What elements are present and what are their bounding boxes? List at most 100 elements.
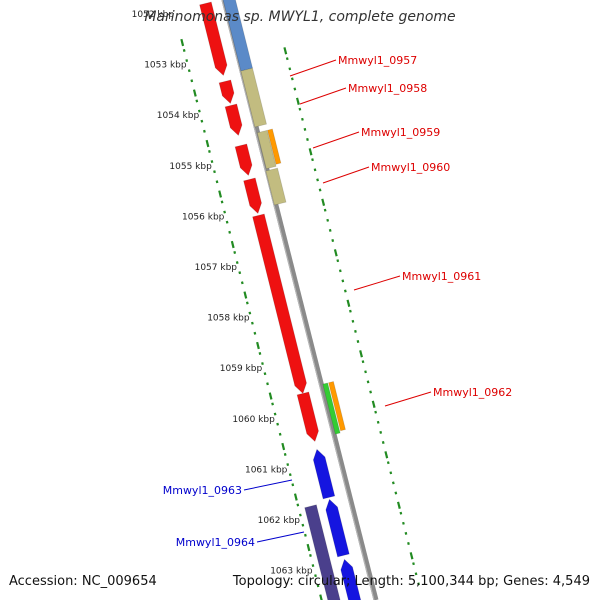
tick-mark (248, 311, 252, 315)
tick-mark (326, 218, 330, 222)
gene-label-leader (299, 87, 347, 105)
tick-mark (296, 503, 300, 507)
tick-mark (288, 473, 292, 477)
tick-mark (230, 240, 235, 249)
gene-label-leader (289, 59, 337, 77)
tick-mark (381, 441, 385, 444)
tick-mark (346, 299, 351, 307)
kbp-label: 1058 kbp (207, 314, 250, 324)
tick-mark (356, 340, 360, 343)
cds-arrow (224, 103, 243, 137)
tick-mark (306, 138, 309, 141)
tick-mark (283, 452, 287, 456)
tick-mark (384, 451, 389, 459)
tick-mark (316, 584, 320, 588)
tick-mark (243, 291, 248, 299)
gene-block (240, 67, 268, 128)
gene-label: Mmwyl1_0961 (402, 270, 481, 283)
tick-mark (205, 139, 210, 148)
tick-mark (288, 67, 292, 71)
tick-mark (218, 190, 223, 198)
tick-mark (213, 170, 216, 174)
tick-mark (220, 200, 224, 204)
tick-mark (286, 463, 290, 467)
tick-mark (309, 553, 312, 557)
tick-mark (308, 148, 313, 156)
tick-mark (200, 119, 204, 123)
tick-mark (311, 158, 314, 162)
tick-mark (251, 321, 254, 325)
topology-text: Topology: circular; Length: 5,100,344 bp… (232, 574, 590, 589)
gene-label: Mmwyl1_0957 (338, 54, 417, 67)
tick-mark (412, 562, 415, 566)
tick-mark (304, 533, 307, 537)
cds-arrow (325, 498, 350, 558)
gene-label-leader (384, 391, 432, 407)
tick-mark (263, 372, 267, 376)
gene-label: Mmwyl1_0959 (361, 126, 440, 139)
gene-block (328, 381, 346, 432)
cds-arrow (340, 558, 362, 600)
genome-backbone-highlight (221, 0, 375, 600)
tick-mark (245, 301, 249, 305)
gene-block (222, 0, 254, 72)
tick-mark (203, 129, 206, 133)
tick-mark (311, 564, 315, 568)
kbp-label: 1055 kbp (169, 162, 212, 172)
tick-mark (268, 392, 273, 400)
gene-label: Mmwyl1_0962 (433, 386, 512, 399)
tick-mark (296, 97, 300, 105)
tick-mark (303, 127, 307, 131)
cds-arrow (218, 79, 235, 105)
tick-mark (285, 57, 289, 61)
kbp-label: 1061 kbp (245, 465, 288, 475)
tick-mark (235, 261, 239, 265)
tick-mark (281, 442, 286, 451)
tick-mark (210, 160, 214, 164)
gene-block (322, 382, 341, 435)
tick-mark (195, 99, 199, 103)
gene-features (199, 0, 362, 600)
tick-mark (192, 89, 197, 97)
gene-label: Mmwyl1_0964 (176, 536, 255, 549)
tick-mark (182, 48, 186, 52)
tick-mark (361, 360, 365, 364)
tick-mark (215, 180, 219, 184)
gene-label: Mmwyl1_0960 (371, 161, 450, 174)
tick-mark (402, 521, 405, 525)
tick-mark (240, 281, 244, 285)
kbp-label: 1060 kbp (232, 415, 275, 425)
gene-label: Mmwyl1_0963 (163, 484, 242, 497)
tick-mark (197, 109, 201, 113)
tick-mark (238, 271, 242, 275)
gene-label-leader (256, 531, 305, 543)
tick-mark (253, 331, 257, 335)
tick-mark (225, 220, 229, 224)
kbp-label: 1054 kbp (157, 111, 200, 121)
tick-mark (291, 483, 295, 487)
tick-mark (256, 341, 260, 350)
tick-mark (351, 319, 355, 323)
cds-arrow (199, 1, 228, 77)
tick-mark (187, 69, 191, 73)
tick-mark (319, 594, 323, 600)
tick-mark (394, 491, 398, 495)
tick-mark (261, 362, 264, 366)
tick-mark (338, 269, 342, 273)
tick-mark (313, 168, 317, 172)
tick-mark (376, 420, 380, 424)
tick-mark (333, 249, 338, 257)
tick-mark (323, 208, 327, 212)
tick-mark (306, 543, 311, 552)
tick-mark (316, 178, 319, 182)
gene-labels: Mmwyl1_0957 Mmwyl1_0958 Mmwyl1_0959 Mmwyl1_… (163, 54, 513, 549)
tick-mark (301, 523, 305, 527)
tick-mark (190, 79, 194, 83)
tick-mark (208, 149, 211, 153)
gene-block (265, 167, 287, 206)
tick-mark (349, 309, 352, 313)
tick-mark (276, 422, 279, 426)
tick-mark (314, 574, 317, 578)
gene-block (256, 129, 277, 170)
